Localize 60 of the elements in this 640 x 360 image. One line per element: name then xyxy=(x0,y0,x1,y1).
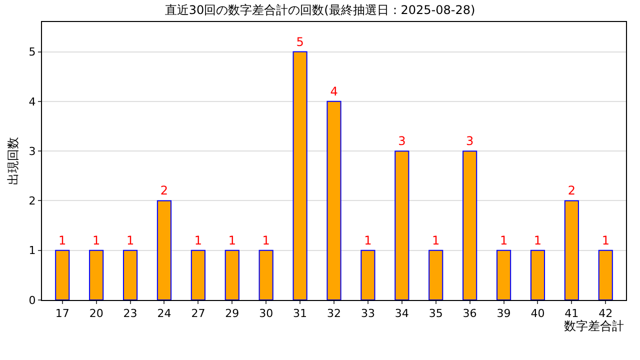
bar xyxy=(89,250,104,300)
x-tick-label: 23 xyxy=(123,307,138,320)
bar xyxy=(462,150,478,300)
x-tick-label: 39 xyxy=(496,307,511,320)
y-tick-label: 4 xyxy=(28,95,36,108)
data-label: 1 xyxy=(432,233,440,248)
data-label: 1 xyxy=(228,233,236,248)
bar xyxy=(258,250,274,300)
x-tick-label: 33 xyxy=(360,307,375,320)
data-label: 3 xyxy=(398,134,406,148)
x-tick-label: 31 xyxy=(293,307,308,320)
x-tick-label: 30 xyxy=(259,307,274,320)
y-tick-label: 1 xyxy=(28,244,36,258)
data-label: 1 xyxy=(364,233,372,248)
y-tick-label: 3 xyxy=(28,144,36,158)
bar xyxy=(190,250,206,300)
x-tick-label: 41 xyxy=(564,307,579,320)
y-tick-label: 2 xyxy=(28,194,36,208)
x-tick-label: 24 xyxy=(157,307,172,320)
data-label: 1 xyxy=(92,233,100,248)
bar xyxy=(156,200,172,300)
bar xyxy=(55,250,70,300)
data-label: 1 xyxy=(500,233,508,248)
bar xyxy=(224,250,240,300)
bar xyxy=(530,250,546,300)
y-tick-label: 5 xyxy=(28,46,36,59)
data-label: 1 xyxy=(194,233,202,248)
x-tick-label: 42 xyxy=(598,307,613,320)
x-tick-label: 40 xyxy=(530,307,545,320)
data-label: 1 xyxy=(534,233,542,248)
x-tick-label: 35 xyxy=(428,307,443,320)
bar xyxy=(428,250,444,300)
data-label: 4 xyxy=(330,84,338,98)
x-tick-label: 36 xyxy=(462,307,477,320)
x-tick-label: 29 xyxy=(225,307,240,320)
data-label: 2 xyxy=(568,184,576,198)
x-tick-label: 17 xyxy=(55,307,70,320)
bar xyxy=(564,200,579,300)
data-label: 3 xyxy=(466,134,474,148)
bar xyxy=(496,250,512,300)
data-label: 5 xyxy=(296,34,304,49)
bar xyxy=(122,250,138,300)
x-tick-label: 32 xyxy=(327,307,341,320)
chart-title: 直近30回の数字差合計の回数(最終抽選日：2025-08-28) xyxy=(164,2,476,17)
bar xyxy=(360,250,376,300)
data-label: 1 xyxy=(58,233,66,248)
data-label: 1 xyxy=(602,233,610,248)
x-tick-label: 34 xyxy=(394,307,409,320)
bar xyxy=(394,150,410,300)
bar xyxy=(292,51,308,300)
bar xyxy=(598,250,613,300)
data-label: 1 xyxy=(262,233,270,248)
data-label: 1 xyxy=(126,233,134,248)
data-label: 2 xyxy=(160,184,168,198)
x-tick-label: 27 xyxy=(191,307,206,320)
bar xyxy=(326,100,342,300)
y-tick-label: 0 xyxy=(28,294,36,307)
x-tick-label: 20 xyxy=(89,307,104,320)
y-axis-title: 出現回数 xyxy=(6,137,20,185)
x-axis-title: 数字差合計 xyxy=(564,319,624,333)
